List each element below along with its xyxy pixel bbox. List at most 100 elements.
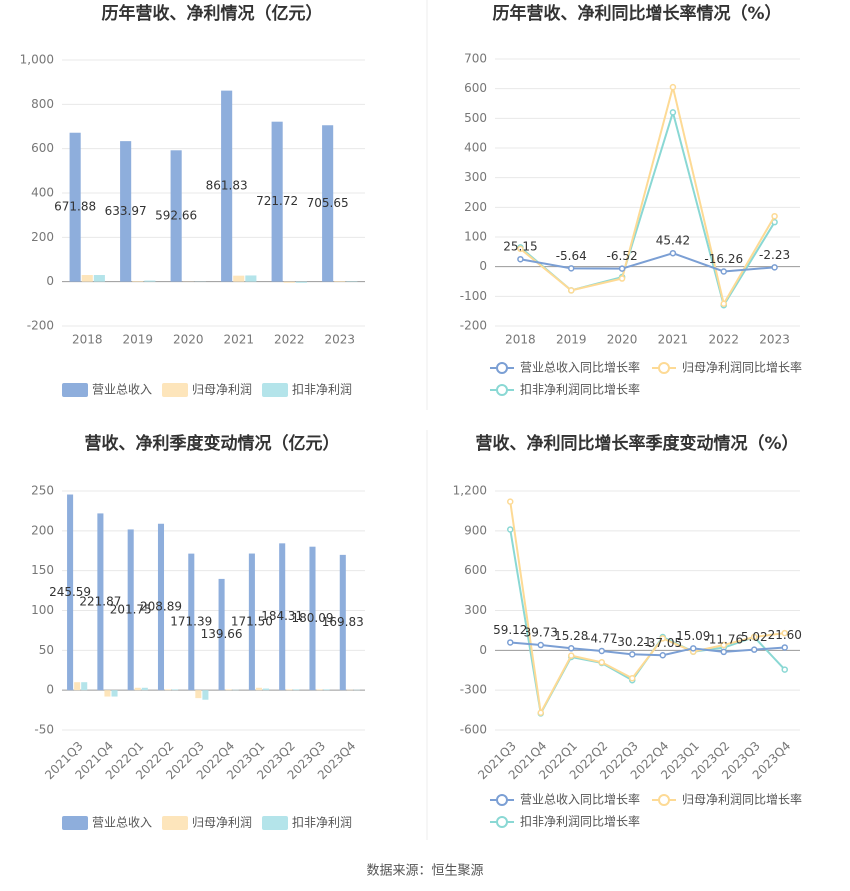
data-label: 180.09	[291, 611, 333, 625]
bar	[283, 281, 295, 283]
data-label: 139.66	[201, 627, 243, 641]
y-tick-label: 200	[31, 230, 54, 244]
x-tick-label: 2020	[607, 333, 638, 347]
legend-swatch	[62, 816, 88, 830]
legend-swatch	[658, 794, 670, 806]
data-label: 208.89	[140, 599, 182, 613]
bar	[81, 275, 93, 282]
data-label: 721.72	[256, 194, 298, 208]
legend-label: 扣非净利润同比增长率	[520, 814, 640, 829]
bar	[170, 150, 182, 282]
point	[517, 245, 524, 253]
point	[659, 635, 666, 642]
data-label: 45.42	[656, 234, 690, 248]
source-note: 数据来源：恒生聚源	[366, 864, 483, 879]
point	[720, 300, 727, 307]
x-tick-label: 2018	[72, 333, 103, 347]
y-tick-label: -200	[460, 319, 487, 333]
point	[537, 641, 544, 649]
series-line	[519, 108, 776, 308]
bar	[279, 543, 286, 691]
series-line	[520, 252, 775, 273]
bar	[134, 687, 141, 691]
bar	[144, 280, 156, 282]
legend-label: 营业总收入	[92, 383, 152, 397]
point	[659, 652, 666, 659]
point	[507, 526, 514, 533]
bar	[316, 689, 323, 691]
point	[669, 83, 677, 91]
y-tick-label: -600	[460, 723, 487, 737]
legend-label: 归母净利润同比增长率	[682, 360, 802, 375]
y-tick-label: 600	[464, 563, 487, 577]
data-label: 221.87	[79, 594, 121, 608]
data-label: 15.28	[554, 629, 588, 643]
series-line	[510, 641, 785, 657]
x-tick-label: 2023	[324, 333, 355, 347]
data-label: -37.05	[643, 636, 682, 650]
legend-label: 归母净利润	[192, 383, 252, 397]
legend-label: 营业总收入同比增长率	[520, 360, 640, 375]
y-tick-label: -100	[460, 289, 487, 303]
y-tick-label: 300	[464, 603, 487, 617]
bar	[67, 494, 74, 691]
bar	[104, 690, 111, 697]
point	[629, 651, 636, 658]
legend-swatch	[62, 383, 88, 397]
point	[720, 268, 727, 275]
legend-swatch	[496, 362, 508, 374]
bar	[293, 689, 300, 691]
point	[507, 498, 514, 505]
series-line	[509, 529, 786, 717]
bar	[262, 688, 270, 691]
chart-title: 历年营收、净利同比增长率情况（%）	[492, 3, 781, 24]
legend-label: 扣非净利润同比增长率	[520, 382, 640, 397]
legend-label: 扣非净利润	[292, 816, 352, 830]
point	[618, 275, 626, 282]
bar	[295, 281, 307, 283]
bar	[141, 687, 148, 691]
legend-label: 营业总收入同比增长率	[520, 792, 640, 807]
y-tick-label: 250	[31, 484, 54, 498]
data-label: 25.15	[503, 240, 537, 254]
point	[537, 709, 544, 716]
point	[751, 633, 758, 641]
series-line	[509, 501, 785, 716]
legend-swatch	[496, 794, 508, 806]
point	[568, 652, 575, 659]
legend-swatch	[162, 816, 188, 830]
data-label: -2.23	[759, 248, 790, 262]
point	[720, 641, 727, 649]
bar	[339, 554, 346, 691]
y-tick-label: 900	[464, 523, 487, 537]
x-tick-label: 2019	[122, 333, 153, 347]
y-tick-label: 0	[46, 683, 54, 697]
chart-title: 历年营收、净利情况（亿元）	[102, 3, 323, 24]
y-tick-label: 200	[31, 523, 54, 537]
bar	[69, 132, 81, 282]
y-tick-label: 600	[31, 141, 54, 155]
bar	[165, 689, 172, 691]
y-tick-label: 0	[479, 643, 487, 657]
series-line	[519, 86, 776, 307]
data-label: 245.59	[49, 585, 91, 599]
point	[771, 264, 778, 271]
bar	[309, 546, 316, 691]
legend-swatch	[658, 362, 670, 374]
data-label: 169.83	[322, 615, 364, 629]
x-tick-label: 2021	[658, 333, 689, 347]
data-label: -6.52	[607, 249, 638, 263]
data-label: -4.77	[586, 631, 617, 645]
bar	[322, 125, 334, 282]
legend-label: 扣非净利润	[292, 383, 352, 397]
bar	[286, 689, 293, 691]
data-label: 633.97	[105, 204, 147, 218]
x-tick-label: 2021	[223, 333, 254, 347]
point	[568, 645, 575, 652]
x-tick-label: 2020	[173, 333, 204, 347]
bar	[188, 553, 195, 691]
data-label: 671.88	[54, 200, 96, 214]
data-label: 171.50	[231, 614, 273, 628]
data-label: 5.02	[741, 630, 768, 644]
